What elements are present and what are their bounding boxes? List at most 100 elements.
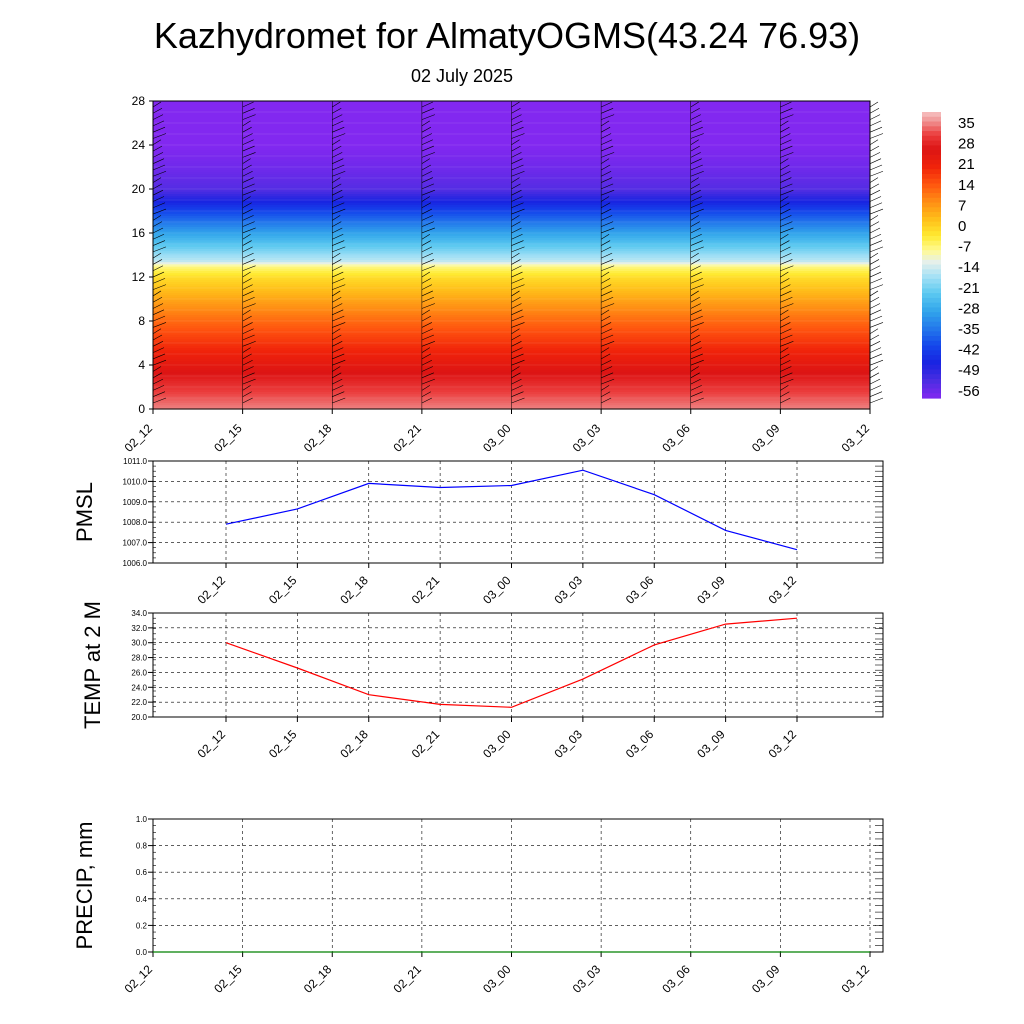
wind-barb [869,177,879,183]
colorbar-swatch [922,235,941,242]
colorbar-swatch [922,388,941,394]
wind-barb [511,108,521,114]
y-axis-label: TEMP at 2 M [80,601,105,729]
wind-barb [600,391,611,397]
wind-barb [601,189,615,196]
colorbar-swatch [922,212,941,218]
wind-barb [869,114,881,120]
y-tick-label: 28.0 [131,654,147,663]
wind-barb [332,101,341,108]
wind-barb [600,202,611,209]
wind-barb [511,227,522,234]
wind-barb [600,234,610,240]
wind-barb [152,183,163,190]
wind-barb [869,252,879,259]
wind-barb [690,284,704,290]
wind-barb [601,101,613,108]
wind-barb [511,397,525,404]
wind-barb [780,303,794,309]
wind-barb [332,170,346,177]
y-tick-label: 0.4 [136,895,148,904]
colorbar-swatch [922,307,941,313]
wind-barb [332,290,341,297]
wind-barb [152,221,163,227]
wind-barb [332,353,345,360]
wind-barb [869,359,884,366]
wind-barb [332,309,344,316]
wind-barb [152,366,162,372]
wind-barb [511,303,522,309]
wind-barb [690,139,699,146]
wind-barb [511,202,524,209]
colorbar-swatch [922,326,941,332]
wind-barb [421,189,435,196]
wind-barb [152,322,167,328]
wind-barb [242,341,256,347]
wind-barb [332,315,345,322]
wind-barb [690,341,701,347]
colorbar-swatch [922,350,941,356]
wind-barb [780,133,791,139]
wind-barb [421,359,433,366]
wind-barb [780,196,789,202]
colorbar-swatch [922,278,941,285]
wind-barb [511,271,523,278]
temp-panel: 20.0 22.0 24.0 26.0 28.0 30.0 32.0 34.0 02_12 02_… [80,601,884,761]
x-tick-label: 03_12 [839,421,873,455]
wind-barb [152,246,167,253]
y-tick-label: 1010.0 [123,477,148,486]
wind-barb [869,240,883,246]
wind-barb [421,126,432,133]
wind-barb [601,341,615,347]
wind-barb [869,227,881,234]
wind-barb [690,227,701,234]
wind-barb [242,278,252,284]
wind-barb [780,189,794,196]
wind-barb [780,152,794,158]
colorbar-swatch [922,250,941,256]
wind-barb [152,139,162,146]
wind-barb [152,303,164,309]
wind-barb [601,252,613,259]
x-tick-label: 03_12 [766,727,800,761]
wind-barb [421,158,431,164]
x-tick-label: 02_21 [390,962,424,996]
colorbar-swatch [922,131,941,137]
wind-barb [332,265,343,272]
x-tick-label: 02_18 [301,962,335,996]
colorbar-swatch [922,255,941,261]
wind-barb [242,290,254,297]
wind-barb [780,334,793,341]
wind-barb [780,347,789,353]
wind-barb [332,164,345,171]
colorbar-label: -42 [958,342,980,359]
wind-barb [690,252,699,259]
wind-barb [780,284,791,290]
wind-barb [780,183,793,190]
wind-barb [869,290,879,297]
wind-barb [780,158,789,164]
wind-barb [421,120,431,127]
wind-barb [152,215,162,221]
colorbar-swatch [922,293,941,299]
wind-barb [690,385,702,391]
wind-barb [152,114,164,120]
wind-barb [511,385,523,391]
wind-barb [869,322,884,328]
wind-barb [511,259,521,265]
wind-barb [242,359,253,366]
x-tick-label: 03_06 [659,962,693,996]
wind-barb [780,234,789,240]
wind-barb [242,259,255,265]
wind-barb [601,114,615,120]
wind-barb [780,246,791,253]
wind-barb [242,177,254,183]
wind-barb [600,359,612,366]
colorbar-swatch [922,193,941,199]
wind-barb [421,227,435,234]
wind-barb [152,208,167,215]
x-tick-label: 03_03 [551,727,585,761]
wind-barb [690,133,704,139]
wind-barb [690,108,700,114]
colorbar-swatch [922,178,941,185]
